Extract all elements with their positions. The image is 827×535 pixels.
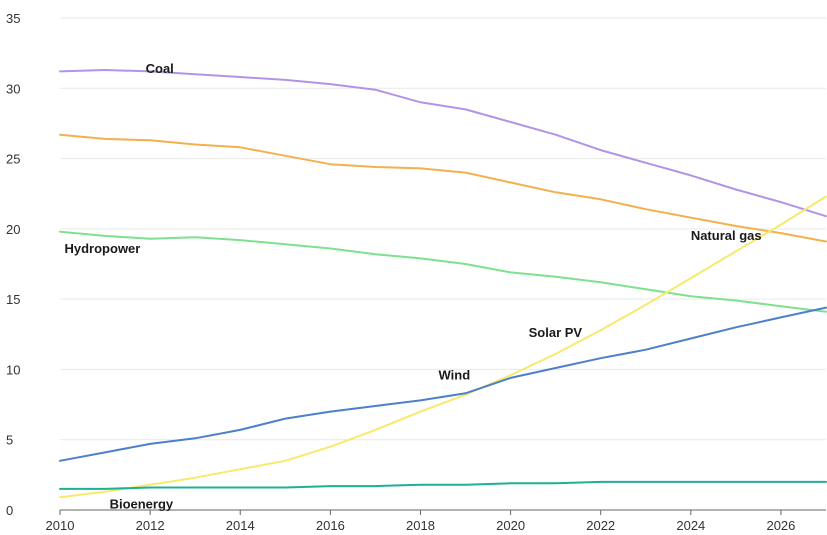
x-tick-label: 2016: [316, 518, 345, 533]
x-tick-label: 2026: [766, 518, 795, 533]
series-label-coal: Coal: [146, 61, 174, 76]
series-label-natural-gas: Natural gas: [691, 228, 762, 243]
x-tick-label: 2018: [406, 518, 435, 533]
series-line-bioenergy: [59, 480, 827, 490]
series-label-solar-pv: Solar PV: [529, 325, 583, 340]
series-line-wind: [59, 306, 827, 462]
x-tick-label: 2012: [136, 518, 165, 533]
y-tick-label: 20: [6, 222, 20, 237]
series-line-natural-gas: [59, 133, 827, 243]
series-lines: [59, 69, 827, 499]
x-tick-label: 2014: [226, 518, 255, 533]
y-tick-label: 25: [6, 152, 20, 167]
series-line-solar-pv: [59, 195, 827, 499]
series-labels: Coal Natural gas Hydropower Solar PV Wind Bio…: [65, 61, 762, 512]
series-label-wind: Wind: [438, 367, 470, 382]
y-tick-label: 0: [6, 503, 13, 518]
series-line-hydropower: [59, 230, 827, 313]
y-tick-label: 10: [6, 362, 20, 377]
series-label-bioenergy: Bioenergy: [110, 497, 174, 512]
series-line-coal: [59, 69, 827, 218]
x-tick-label: 2022: [586, 518, 615, 533]
x-tick-label: 2024: [676, 518, 705, 533]
y-tick-label: 5: [6, 433, 13, 448]
y-tick-label: 30: [6, 81, 20, 96]
series-label-hydropower: Hydropower: [65, 241, 141, 256]
x-tick-label: 2010: [46, 518, 75, 533]
x-tick-label: 2020: [496, 518, 525, 533]
axes: 0 5 10 15 20 25 30 35 2010 2012 2014 2016 2018 2020 20…: [6, 11, 826, 533]
y-tick-label: 15: [6, 292, 20, 307]
y-tick-label: 35: [6, 11, 20, 26]
gridlines: [60, 17, 826, 441]
